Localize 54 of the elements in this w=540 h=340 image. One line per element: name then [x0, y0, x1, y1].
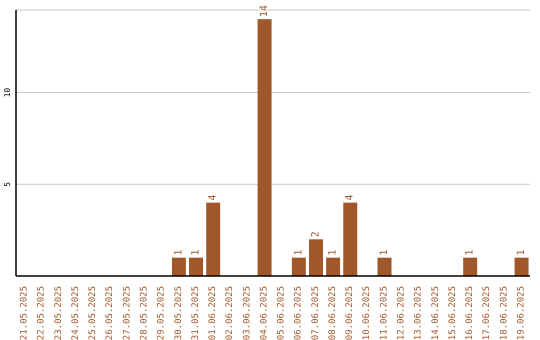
x-tick-label: 07.06.2025: [310, 286, 321, 340]
x-tick-label: 27.05.2025: [122, 286, 132, 340]
x-tick-label: 04.06.2025: [259, 286, 270, 340]
x-tick-label: 11.06.2025: [379, 286, 390, 340]
x-tick-label: 09.06.2025: [345, 286, 356, 340]
bar: [292, 258, 306, 276]
y-tick-label: 10: [3, 88, 12, 98]
x-tick-label: 21.05.2025: [20, 286, 30, 340]
x-tick-label: 14.06.2025: [430, 286, 441, 340]
data-label: 1: [464, 250, 476, 256]
x-tick-label: 10.06.2025: [362, 286, 372, 340]
bar: [189, 258, 204, 276]
x-tick-label: 13.06.2025: [414, 286, 424, 340]
bar: [326, 258, 340, 276]
data-label: 14: [259, 5, 270, 18]
bar: [258, 19, 272, 276]
x-tick-label: 19.06.2025: [516, 286, 526, 340]
data-label: 1: [379, 250, 390, 256]
bar: [463, 258, 478, 276]
x-tick-label: 29.05.2025: [156, 286, 167, 340]
x-tick-label: 17.06.2025: [482, 286, 492, 340]
data-label: 1: [190, 250, 202, 256]
x-tick-label: 23.05.2025: [54, 286, 64, 340]
data-label: 4: [208, 194, 219, 201]
data-label: 1: [173, 250, 184, 256]
bar: [514, 258, 529, 276]
x-tick-label: 12.06.2025: [396, 286, 406, 340]
bar: [308, 239, 323, 276]
x-tick-label: 22.05.2025: [36, 286, 47, 340]
x-tick-label: 05.06.2025: [276, 286, 287, 340]
bar: [378, 258, 392, 276]
bar: [172, 258, 186, 276]
x-tick-label: 18.06.2025: [499, 286, 510, 340]
bar: [206, 202, 220, 276]
x-tick-label: 16.06.2025: [465, 286, 476, 340]
data-label: 1: [328, 250, 339, 256]
x-tick-label: 24.05.2025: [70, 286, 81, 340]
data-label: 2: [310, 231, 322, 238]
x-tick-label: 15.06.2025: [448, 286, 458, 340]
x-tick-label: 28.05.2025: [140, 286, 150, 340]
x-tick-label: 30.05.2025: [174, 286, 184, 340]
data-label: 1: [293, 250, 304, 256]
x-tick-label: 02.06.2025: [225, 286, 236, 340]
x-tick-label: 06.06.2025: [294, 286, 304, 340]
x-tick-label: 25.05.2025: [88, 286, 98, 340]
bar: [343, 202, 358, 276]
data-label: 1: [516, 250, 528, 256]
y-tick-label: 5: [3, 182, 12, 187]
data-label: 4: [344, 194, 356, 201]
x-tick-label: 03.06.2025: [242, 286, 252, 340]
x-tick-label: 01.06.2025: [208, 286, 218, 340]
x-tick-label: 26.05.2025: [105, 286, 116, 340]
x-tick-label: 31.05.2025: [190, 286, 201, 340]
x-tick-label: 08.06.2025: [328, 286, 338, 340]
